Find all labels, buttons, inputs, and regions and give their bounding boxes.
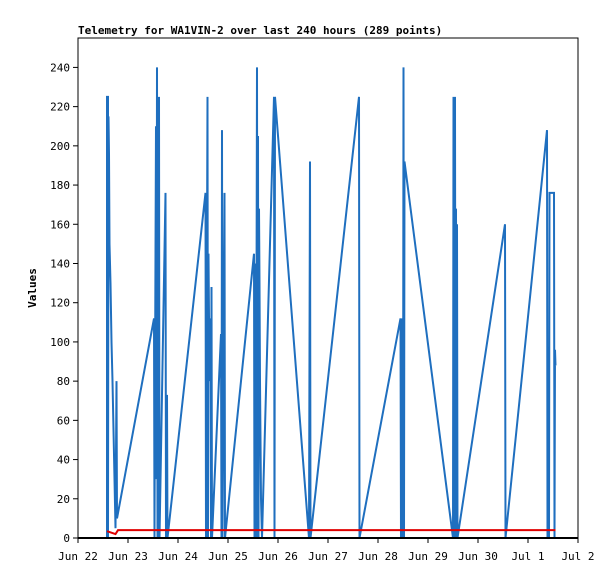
x-axis-ticks: Jun 22 Jun 23 Jun 24 Jun 25 Jun 26 Jun 27 Jun … xyxy=(58,538,595,563)
y-tick-label: 100 xyxy=(50,336,70,349)
x-tick-label: Jun 22 xyxy=(58,550,98,563)
x-tick-label: Jul 1 xyxy=(511,550,544,563)
y-axis-ticks: 0 20 40 60 80 100 120 140 160 180 200 220 240 xyxy=(50,61,78,545)
y-tick-label: 60 xyxy=(57,414,70,427)
y-tick-label: 240 xyxy=(50,61,70,74)
y-tick-label: 0 xyxy=(63,532,70,545)
y-tick-label: 80 xyxy=(57,375,70,388)
x-tick-label: Jun 27 xyxy=(308,550,348,563)
series-line-1 xyxy=(106,529,556,536)
x-tick-label: Jun 29 xyxy=(408,550,448,563)
x-tick-label: Jul 2 xyxy=(561,550,594,563)
chart-title: Telemetry for WA1VIN-2 over last 240 hou… xyxy=(78,24,442,37)
y-tick-label: 200 xyxy=(50,140,70,153)
x-tick-label: Jun 28 xyxy=(358,550,398,563)
y-tick-label: 120 xyxy=(50,297,70,310)
y-tick-label: 140 xyxy=(50,257,70,270)
y-tick-label: 20 xyxy=(57,493,70,506)
series-line-0 xyxy=(106,67,557,539)
y-tick-label: 220 xyxy=(50,101,70,114)
y-tick-label: 160 xyxy=(50,218,70,231)
x-tick-label: Jun 25 xyxy=(208,550,248,563)
y-tick-label: 40 xyxy=(57,454,70,467)
x-tick-label: Jun 30 xyxy=(458,550,498,563)
x-tick-label: Jun 23 xyxy=(108,550,148,563)
y-tick-label: 180 xyxy=(50,179,70,192)
plot-frame xyxy=(77,37,579,539)
y-axis-label: Values xyxy=(26,268,39,308)
x-tick-label: Jun 24 xyxy=(158,550,198,563)
x-tick-label: Jun 26 xyxy=(258,550,298,563)
